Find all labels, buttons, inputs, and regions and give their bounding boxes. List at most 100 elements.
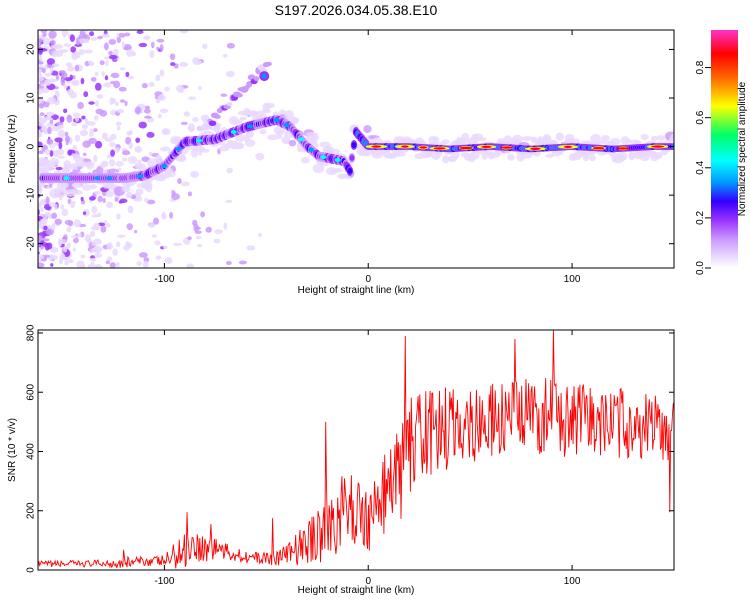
- colorbar: 0.0 0.2 0.4 0.6 0.8 Normalized spectral ampl…: [695, 30, 748, 275]
- heatmap-halo-blob: [652, 151, 663, 159]
- heatmap-noise-blob: [79, 129, 89, 137]
- heatmap-halo-blob: [214, 125, 221, 133]
- heatmap-noise-blob: [41, 125, 48, 133]
- heatmap-noise-blob: [116, 213, 121, 220]
- heatmap-halo-blob: [442, 155, 450, 164]
- heatmap-noise-blob: [115, 261, 120, 268]
- heatmap-halo-blob: [451, 150, 460, 159]
- heatmap-hot-spot-core: [419, 146, 428, 149]
- heatmap-noise-blob: [71, 234, 80, 239]
- heatmap-fleck: [136, 174, 143, 179]
- heatmap-noise-blob: [171, 193, 180, 201]
- colorbar-gradient: [711, 30, 738, 268]
- heatmap-noise-blob: [142, 260, 149, 268]
- heatmap-noise-blob: [85, 118, 89, 125]
- heatmap-noise-blob: [239, 116, 247, 121]
- heatmap-noise-blob: [124, 100, 128, 107]
- heatmap-noise-blob: [70, 79, 80, 86]
- heatmap-noise-blob: [195, 59, 202, 65]
- heatmap-noise-blob: [112, 80, 121, 89]
- heatmap-noise-blob: [106, 242, 114, 250]
- heatmap-noise-blob: [74, 64, 80, 72]
- heatmap-noise-blob: [255, 152, 265, 161]
- heatmap-noise-blob: [55, 73, 60, 81]
- heatmap-noise-blob: [97, 212, 102, 217]
- heatmap-noise-blob: [64, 260, 69, 266]
- heatmap-halo-blob: [85, 161, 95, 167]
- heatmap-noise-blob: [148, 82, 155, 88]
- heatmap-noise-blob: [48, 144, 55, 148]
- heatmap-noise-blob: [180, 121, 188, 125]
- heatmap-noise-blob: [45, 111, 55, 117]
- spectrogram-heatmap: [38, 30, 674, 268]
- heatmap-noise-blob: [144, 105, 151, 110]
- heatmap-noise-blob: [155, 74, 161, 82]
- heatmap-noise-blob: [105, 260, 111, 265]
- heatmap-noise-blob: [126, 49, 135, 57]
- heatmap-noise-blob: [95, 100, 99, 107]
- heatmap-noise-blob: [128, 141, 133, 150]
- spectrogram-x-tick-label: 100: [564, 274, 581, 285]
- snr-y-tick-label: 400: [26, 443, 37, 460]
- heatmap-noise-blob: [126, 223, 133, 231]
- heatmap-noise-blob: [61, 71, 68, 79]
- heatmap-noise-blob: [226, 42, 235, 49]
- heatmap-noise-blob: [57, 155, 65, 159]
- heatmap-noise-blob: [104, 75, 109, 81]
- heatmap-branch-blob: [246, 81, 253, 88]
- heatmap-noise-blob: [141, 156, 150, 162]
- heatmap-noise-blob: [195, 235, 202, 240]
- heatmap-noise-blob: [86, 121, 96, 126]
- heatmap-noise-blob: [173, 242, 183, 247]
- heatmap-halo-blob: [432, 136, 440, 146]
- heatmap-noise-blob: [148, 151, 153, 157]
- heatmap-noise-blob: [44, 72, 52, 77]
- heatmap-noise-blob: [96, 94, 104, 99]
- heatmap-branch-blob: [214, 114, 221, 119]
- heatmap-noise-blob: [106, 201, 113, 209]
- heatmap-halo-blob: [618, 154, 625, 161]
- heatmap-noise-blob: [220, 93, 228, 97]
- spectrogram-y-tick-label: 10: [26, 92, 37, 104]
- heatmap-noise-blob: [118, 86, 127, 92]
- heatmap-fleck: [175, 147, 182, 151]
- heatmap-noise-blob: [38, 141, 43, 148]
- heatmap-noise-blob: [44, 148, 51, 155]
- heatmap-noise-blob: [156, 38, 165, 43]
- heatmap-noise-blob: [143, 35, 151, 40]
- heatmap-ridge-core: [351, 141, 357, 148]
- heatmap-noise-blob: [196, 243, 203, 248]
- heatmap-halo-blob: [145, 183, 153, 193]
- heatmap-noise-blob: [106, 256, 113, 262]
- heatmap-noise-blob: [73, 112, 81, 118]
- heatmap-noise-blob: [55, 44, 63, 50]
- spectrogram-frame: [37, 29, 675, 269]
- heatmap-noise-blob: [112, 48, 119, 56]
- heatmap-halo-blob: [610, 137, 621, 146]
- heatmap-halo-blob: [507, 154, 515, 161]
- heatmap-halo-blob: [281, 136, 291, 144]
- heatmap-noise-blob: [65, 135, 71, 143]
- heatmap-halo-blob: [521, 136, 534, 142]
- colorbar-ticks: 0.0 0.2 0.4 0.6 0.8: [695, 60, 711, 275]
- heatmap-hot-spot-core: [616, 147, 631, 150]
- heatmap-noise-blob: [38, 254, 45, 260]
- heatmap-noise-blob: [114, 197, 119, 202]
- heatmap-noise-blob: [40, 246, 44, 250]
- heatmap-noise-blob: [138, 121, 147, 129]
- heatmap-halo-blob: [259, 128, 267, 135]
- heatmap-noise-blob: [39, 112, 45, 116]
- heatmap-noise-blob: [99, 60, 105, 66]
- heatmap-noise-blob: [116, 108, 125, 114]
- heatmap-halo-blob: [461, 132, 470, 143]
- heatmap-noise-blob: [38, 38, 43, 43]
- heatmap-noise-blob: [50, 44, 57, 49]
- heatmap-noise-blob: [117, 33, 126, 38]
- heatmap-noise-blob: [186, 263, 195, 268]
- spectrogram-x-tick-label: -100: [154, 274, 174, 285]
- heatmap-noise-blob: [169, 53, 176, 61]
- heatmap-noise-blob: [110, 133, 117, 140]
- heatmap-halo-blob: [235, 133, 246, 142]
- heatmap-noise-blob: [159, 69, 165, 77]
